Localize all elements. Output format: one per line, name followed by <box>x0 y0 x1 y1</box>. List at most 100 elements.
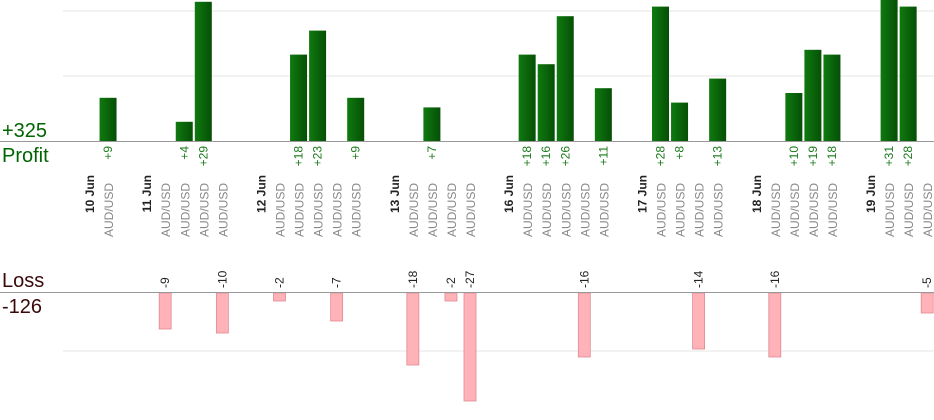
profit-bar <box>175 121 193 141</box>
loss-bar <box>577 292 591 358</box>
profit-bar <box>785 93 803 141</box>
pair-label: AUD/USD <box>293 183 307 237</box>
pair-label: AUD/USD <box>445 183 459 237</box>
profit-bar <box>518 54 536 141</box>
loss-bar <box>406 292 420 366</box>
pair-label: AUD/USD <box>788 183 802 237</box>
loss-bar <box>215 292 229 334</box>
profit-label: Profit <box>2 145 49 167</box>
bars <box>99 0 934 402</box>
pair-label: AUD/USD <box>197 183 211 237</box>
loss-bar <box>692 292 705 350</box>
loss-bar <box>330 292 344 322</box>
loss-value-label: -2 <box>273 277 287 288</box>
profit-value-label: +4 <box>177 146 191 160</box>
pair-label: AUD/USD <box>521 183 535 237</box>
loss-bar <box>768 292 782 358</box>
gridlines <box>63 10 934 352</box>
loss-bar <box>158 292 172 330</box>
profit-bar <box>423 107 441 141</box>
loss-bar <box>273 292 286 302</box>
profit-value-label: +13 <box>711 146 725 167</box>
profit-value-label: +7 <box>425 146 439 160</box>
profit-value-label: +18 <box>825 146 839 167</box>
date-label: 19 Jun <box>864 175 878 213</box>
pair-label: AUD/USD <box>159 183 173 237</box>
profit-value-label: +8 <box>673 146 687 160</box>
profit-value-label: +26 <box>558 146 572 167</box>
profit-value-label: +28 <box>654 146 668 167</box>
profit-bar <box>194 1 212 141</box>
profit-value-label: +18 <box>520 146 534 167</box>
profit-bar <box>652 6 669 141</box>
pair-label: AUD/USD <box>597 183 611 237</box>
axis-lines <box>0 141 934 293</box>
profit-bar <box>823 54 841 141</box>
pair-label: AUD/USD <box>426 183 440 237</box>
loss-total: -126 <box>2 296 43 318</box>
pair-label: AUD/USD <box>769 183 783 237</box>
profit-value-label: +11 <box>596 146 610 166</box>
loss-value-label: -10 <box>215 270 229 288</box>
profit-bar <box>309 30 327 142</box>
loss-value-label: -5 <box>920 277 934 288</box>
date-label: 17 Jun <box>635 175 649 213</box>
loss-label: Loss <box>2 270 45 292</box>
profit-value-label: +28 <box>901 146 915 167</box>
pair-label: AUD/USD <box>350 183 364 237</box>
pair-label: AUD/USD <box>102 183 116 237</box>
loss-bar <box>920 292 934 314</box>
profit-value-label: +29 <box>196 146 210 167</box>
pair-label: AUD/USD <box>693 183 707 237</box>
profit-bar <box>594 88 612 141</box>
profit-value-label: +9 <box>101 146 115 160</box>
pair-label: AUD/USD <box>921 183 934 237</box>
loss-bar <box>444 292 458 302</box>
profit-total: +325 <box>2 120 48 142</box>
loss-bar <box>463 292 477 402</box>
profit-bar <box>556 16 574 142</box>
pair-label: AUD/USD <box>826 183 840 237</box>
pair-label: AUD/USD <box>216 183 230 237</box>
pair-label: AUD/USD <box>331 183 345 237</box>
pair-label: AUD/USD <box>674 183 688 237</box>
date-label: 16 Jun <box>502 175 516 213</box>
profit-bar <box>880 0 898 142</box>
loss-value-label: -14 <box>692 270 706 288</box>
pair-label: AUD/USD <box>559 183 573 237</box>
profit-value-label: +16 <box>539 146 553 167</box>
loss-value-label: -18 <box>406 270 420 288</box>
pair-label: AUD/USD <box>274 183 288 237</box>
date-label: 13 Jun <box>388 175 402 213</box>
pair-label: AUD/USD <box>540 183 554 237</box>
pair-label: AUD/USD <box>807 183 821 237</box>
profit-bar <box>671 102 689 141</box>
profit-bar <box>709 78 727 141</box>
pair-label: AUD/USD <box>464 183 478 237</box>
pair-label: AUD/USD <box>178 183 192 237</box>
profit-value-label: +31 <box>882 146 896 167</box>
profit-value-label: +10 <box>787 146 801 167</box>
loss-value-label: -9 <box>158 277 172 288</box>
profit-bar <box>290 54 308 141</box>
pair-label: AUD/USD <box>655 183 669 237</box>
profit-value-label: +9 <box>349 146 363 160</box>
date-label: 12 Jun <box>254 175 268 213</box>
date-label: 10 Jun <box>83 175 97 213</box>
profit-bar <box>804 49 822 141</box>
date-label: 11 Jun <box>140 175 154 212</box>
bar-labels: 10 Jun AUD/USD +9 11 Jun AUD/USD -9 AUD/USD +4 A… <box>83 146 934 288</box>
profit-value-label: +19 <box>806 146 820 167</box>
pair-label: AUD/USD <box>407 183 421 237</box>
profit-bar <box>347 97 365 141</box>
profit-bar <box>99 97 117 141</box>
loss-value-label: -7 <box>330 277 344 288</box>
pair-label: AUD/USD <box>712 183 726 237</box>
pair-label: AUD/USD <box>883 183 897 237</box>
date-label: 18 Jun <box>750 175 764 213</box>
loss-value-label: -27 <box>463 270 477 288</box>
profit-value-label: +18 <box>292 146 306 167</box>
loss-value-label: -2 <box>444 277 458 288</box>
loss-value-label: -16 <box>768 270 782 288</box>
